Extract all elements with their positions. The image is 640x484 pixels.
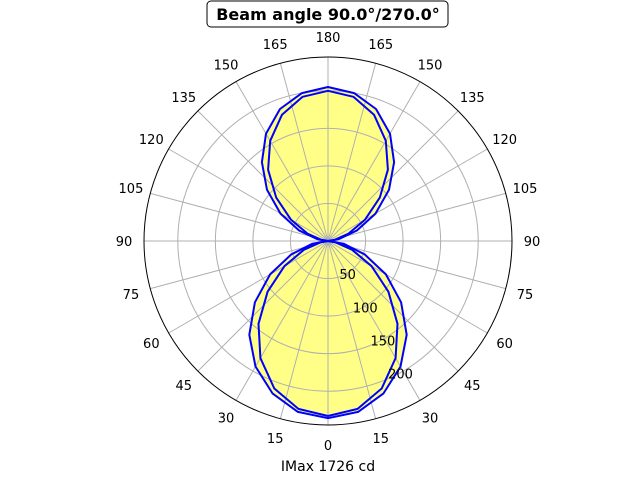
angle-gridline (197, 110, 329, 242)
series-line-0 (248, 86, 408, 420)
angle-tick-label: 15 (267, 432, 284, 447)
angle-gridline (279, 63, 329, 242)
angle-gridline (327, 192, 506, 242)
title-box: Beam angle 90.0°/270.0° (206, 0, 449, 28)
radial-tick-label: 50 (339, 268, 356, 283)
angle-tick-label: 165 (368, 38, 393, 53)
angle-tick-label: 105 (513, 182, 538, 197)
angle-tick-label: 75 (123, 288, 140, 303)
angle-gridline (327, 240, 421, 401)
angle-tick-label: 90 (116, 235, 133, 250)
angle-tick-label: 150 (214, 58, 239, 73)
angle-gridline (168, 240, 329, 334)
angle-tick-label: 105 (119, 182, 144, 197)
angle-tick-label: 0 (324, 439, 332, 454)
angle-gridline (168, 148, 329, 242)
angle-gridline (327, 240, 488, 334)
radial-labels: 50 100 150 200 (339, 268, 413, 382)
angle-tick-label: 165 (263, 38, 288, 53)
grid (144, 57, 512, 425)
angle-gridline (327, 240, 377, 419)
radial-tick-label: 100 (353, 301, 378, 316)
angle-tick-label: 15 (373, 432, 390, 447)
angle-tick-label: 120 (139, 133, 164, 148)
angle-tick-label: 60 (143, 337, 160, 352)
angle-gridline (327, 81, 421, 242)
radial-tick-label: 200 (388, 368, 413, 383)
chart-title: Beam angle 90.0°/270.0° (216, 5, 440, 24)
outer-frame (143, 56, 513, 426)
angle-tick-label: 90 (524, 235, 541, 250)
angle-tick-label: 60 (496, 337, 513, 352)
angle-tick-label: 150 (418, 58, 443, 73)
angle-tick-label: 30 (422, 412, 439, 427)
angle-tick-label: 75 (517, 288, 534, 303)
angle-gridline (235, 240, 329, 401)
angle-tick-label: 45 (464, 379, 481, 394)
series-line-1 (257, 89, 399, 417)
angle-tick-label: 135 (460, 91, 485, 106)
angle-gridline (235, 81, 329, 242)
angle-gridline (327, 110, 459, 242)
angle-gridline (150, 240, 329, 290)
series-layer (248, 86, 408, 420)
angle-gridline (150, 192, 329, 242)
angle-gridline (327, 148, 488, 242)
angle-gridline (327, 240, 506, 290)
angle-tick-label: 135 (171, 91, 196, 106)
angle-tick-label: 120 (492, 133, 517, 148)
angle-tick-label: 30 (218, 412, 235, 427)
angle-labels: 0 15 15 30 30 45 45 60 60 75 75 90 90 105 105 120 120 135… (116, 31, 541, 454)
angle-tick-label: 45 (175, 379, 192, 394)
x-axis-label: IMax 1726 cd (281, 459, 375, 475)
angle-gridline (279, 240, 329, 419)
radial-tick-label: 150 (370, 334, 395, 349)
angle-gridline (327, 63, 377, 242)
angle-tick-label: 180 (316, 31, 341, 46)
